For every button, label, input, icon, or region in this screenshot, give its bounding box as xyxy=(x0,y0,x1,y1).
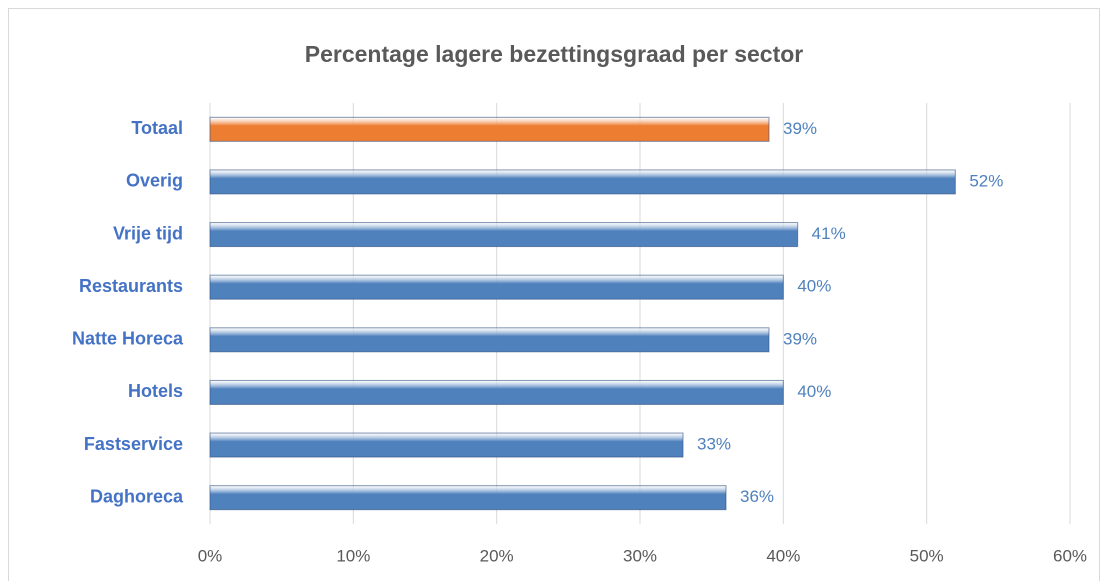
y-tick-label: Restaurants xyxy=(79,276,183,296)
x-tick-label: 50% xyxy=(910,546,944,565)
bar xyxy=(209,327,770,353)
value-label: 39% xyxy=(783,119,817,138)
value-label: 40% xyxy=(797,277,831,296)
bar xyxy=(209,379,784,405)
x-tick-label: 10% xyxy=(336,546,370,565)
chart-title: Percentage lagere bezettingsgraad per se… xyxy=(305,41,804,67)
bar xyxy=(209,169,956,195)
x-tick-label: 60% xyxy=(1053,546,1087,565)
value-label: 36% xyxy=(740,487,774,506)
y-tick-label: Fastservice xyxy=(84,434,183,454)
bar xyxy=(209,222,799,248)
value-label: 41% xyxy=(812,224,846,243)
x-tick-label: 0% xyxy=(198,546,223,565)
value-label: 39% xyxy=(783,329,817,348)
x-tick-label: 20% xyxy=(480,546,514,565)
y-tick-label: Totaal xyxy=(131,118,183,138)
y-tick-label: Daghoreca xyxy=(90,486,184,506)
value-label: 40% xyxy=(797,382,831,401)
y-tick-label: Overig xyxy=(126,171,183,191)
y-tick-label: Hotels xyxy=(128,381,183,401)
value-label: 33% xyxy=(697,435,731,454)
bar xyxy=(209,485,727,511)
y-tick-label: Natte Horeca xyxy=(72,329,184,349)
x-tick-label: 30% xyxy=(623,546,657,565)
bar xyxy=(209,116,770,142)
value-label: 52% xyxy=(969,171,1003,190)
bar xyxy=(209,274,784,300)
x-tick-label: 40% xyxy=(766,546,800,565)
bar xyxy=(209,432,684,458)
y-tick-label: Vrije tijd xyxy=(113,223,183,243)
